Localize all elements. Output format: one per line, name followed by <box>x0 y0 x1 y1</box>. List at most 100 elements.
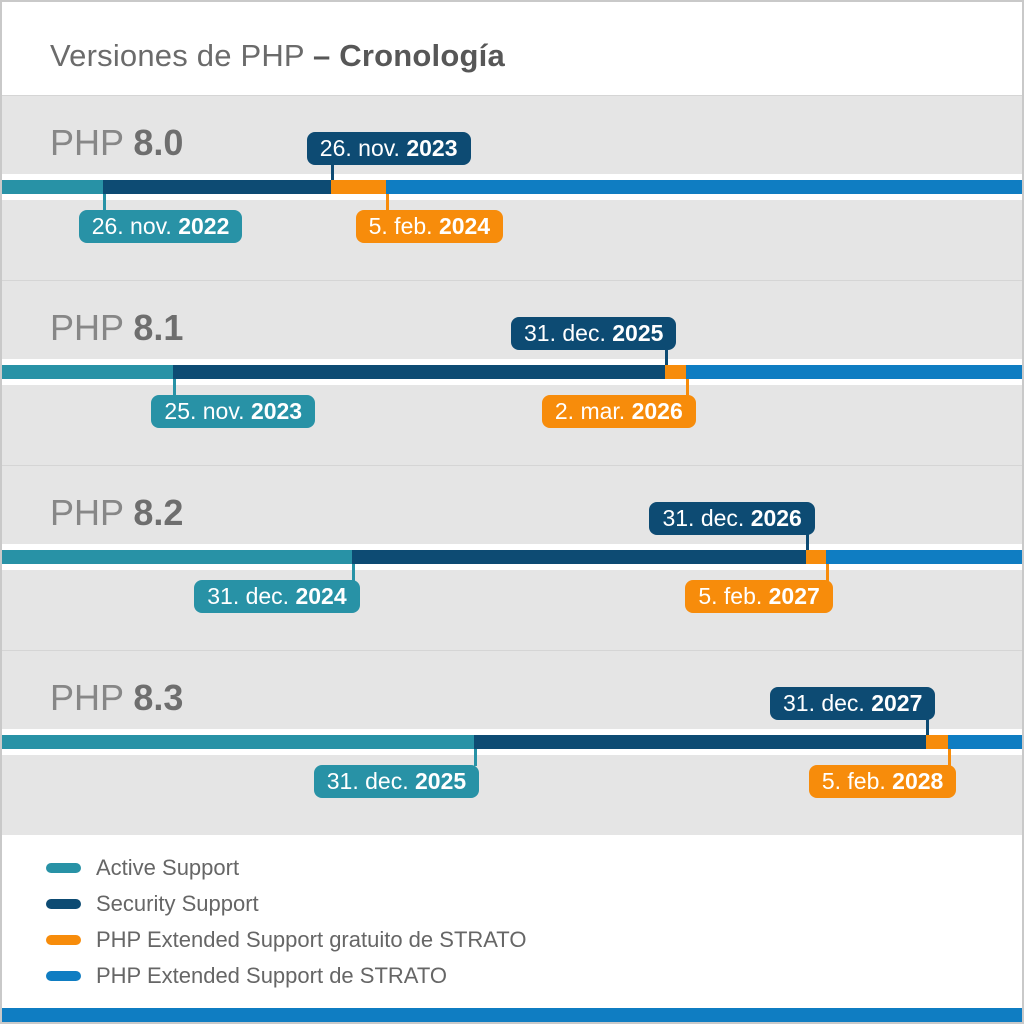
segment-extended_free <box>805 550 826 564</box>
date-badge-security: 31. dec. 2026 <box>649 502 815 535</box>
segment-extended <box>686 365 1022 379</box>
segment-security <box>102 180 331 194</box>
badge-date: 31. dec. <box>662 505 751 531</box>
date-badge-security: 31. dec. 2027 <box>769 687 936 720</box>
legend-item-extended: PHP Extended Support de STRATO <box>2 958 1022 994</box>
php-version-section: PHP 8.2 31. dec. 2026 31. dec. 2024 5. feb… <box>2 465 1022 650</box>
badge-date: 5. feb. <box>698 583 769 609</box>
legend-swatch-active <box>46 863 81 873</box>
php-version-number: 8.0 <box>133 122 184 163</box>
badge-date: 31. dec. <box>326 768 415 794</box>
footer-bar <box>2 1008 1022 1022</box>
segment-extended_free <box>665 365 687 379</box>
timeline-sections: PHP 8.0 26. nov. 2023 26. nov. 2022 5. feb… <box>2 95 1022 835</box>
badge-year: 2024 <box>438 213 491 239</box>
legend-label: Active Support <box>96 855 240 880</box>
badge-date: 31. dec. <box>207 583 296 609</box>
badge-date: 26. nov. <box>91 213 179 239</box>
date-badge-extended_free: 5. feb. 2028 <box>808 765 957 798</box>
date-badge-security: 26. nov. 2023 <box>306 132 471 165</box>
date-badge-security: 31. dec. 2025 <box>511 317 677 350</box>
legend-swatch-security <box>46 899 81 909</box>
php-version-prefix: PHP <box>50 677 134 718</box>
badge-date: 2. mar. <box>554 398 632 424</box>
php-version-number: 8.1 <box>133 307 184 348</box>
section-band-top: PHP 8.2 <box>2 465 1022 544</box>
badge-connector-active <box>351 564 355 581</box>
badge-date: 25. nov. <box>164 398 251 424</box>
segment-extended <box>386 180 1022 194</box>
badge-year: 2028 <box>892 768 944 794</box>
badge-year: 2027 <box>871 690 923 716</box>
badge-connector-active <box>102 194 106 211</box>
badge-date: 31. dec. <box>524 320 613 346</box>
badge-year: 2025 <box>612 320 664 346</box>
page-title-regular: Versiones de PHP <box>50 38 314 73</box>
badge-date: 5. feb. <box>368 213 439 239</box>
support-bar <box>2 735 1022 749</box>
date-badge-active: 26. nov. 2022 <box>78 210 243 243</box>
php-version-prefix: PHP <box>50 492 134 533</box>
badge-date: 26. nov. <box>319 135 407 161</box>
segment-extended <box>948 735 1022 749</box>
legend-item-extended_free: PHP Extended Support gratuito de STRATO <box>2 922 1022 958</box>
segment-active <box>2 180 103 194</box>
segment-active <box>2 365 174 379</box>
badge-date: 5. feb. <box>821 768 893 794</box>
segment-security <box>173 365 666 379</box>
legend-item-security: Security Support <box>2 886 1022 922</box>
page-title: Versiones de PHP – Cronología <box>50 38 505 74</box>
legend-item-active: Active Support <box>2 850 1022 886</box>
date-badge-active: 31. dec. 2025 <box>313 765 480 798</box>
badge-connector-security <box>665 349 669 365</box>
badge-year: 2024 <box>295 583 347 609</box>
php-version-label: PHP 8.1 <box>50 307 183 349</box>
section-band-top: PHP 8.0 <box>2 95 1022 174</box>
support-bar <box>2 365 1022 379</box>
date-badge-extended_free: 2. mar. 2026 <box>541 395 696 428</box>
badge-connector-active <box>474 749 478 766</box>
segment-extended_free <box>330 180 387 194</box>
legend: Active Support Security Support PHP Extend… <box>2 850 1022 994</box>
badge-year: 2023 <box>250 398 303 424</box>
segment-active <box>2 550 352 564</box>
badge-connector-security <box>805 534 809 550</box>
php-version-section: PHP 8.3 31. dec. 2027 31. dec. 2025 5. feb… <box>2 650 1022 835</box>
support-bar <box>2 550 1022 564</box>
php-version-prefix: PHP <box>50 307 134 348</box>
php-version-label: PHP 8.2 <box>50 492 183 534</box>
legend-label: PHP Extended Support de STRATO <box>96 963 447 988</box>
date-badge-active: 25. nov. 2023 <box>151 395 316 428</box>
badge-connector-security <box>330 164 334 180</box>
badge-connector-extended_free <box>948 749 952 766</box>
badge-connector-extended_free <box>686 379 690 396</box>
badge-year: 2023 <box>406 135 458 161</box>
legend-label: PHP Extended Support gratuito de STRATO <box>96 927 527 952</box>
php-version-label: PHP 8.3 <box>50 677 183 719</box>
segment-active <box>2 735 475 749</box>
badge-connector-security <box>926 719 930 735</box>
badge-year: 2026 <box>750 505 802 531</box>
date-badge-active: 31. dec. 2024 <box>194 580 360 613</box>
segment-extended <box>825 550 1022 564</box>
legend-swatch-extended_free <box>46 935 81 945</box>
php-version-label: PHP 8.0 <box>50 122 183 164</box>
badge-year: 2022 <box>178 213 230 239</box>
php-version-prefix: PHP <box>50 122 134 163</box>
segment-security <box>474 735 927 749</box>
php-version-section: PHP 8.0 26. nov. 2023 26. nov. 2022 5. feb… <box>2 95 1022 280</box>
badge-connector-extended_free <box>825 564 829 581</box>
date-badge-extended_free: 5. feb. 2024 <box>355 210 504 243</box>
legend-label: Security Support <box>96 891 259 916</box>
section-band-bottom <box>2 570 1022 650</box>
badge-year: 2027 <box>768 583 820 609</box>
badge-year: 2025 <box>415 768 467 794</box>
php-version-number: 8.3 <box>133 677 184 718</box>
php-version-number: 8.2 <box>133 492 184 533</box>
badge-connector-extended_free <box>386 194 390 211</box>
date-badge-extended_free: 5. feb. 2027 <box>685 580 833 613</box>
badge-date: 31. dec. <box>782 690 872 716</box>
segment-extended_free <box>926 735 949 749</box>
badge-year: 2026 <box>631 398 683 424</box>
